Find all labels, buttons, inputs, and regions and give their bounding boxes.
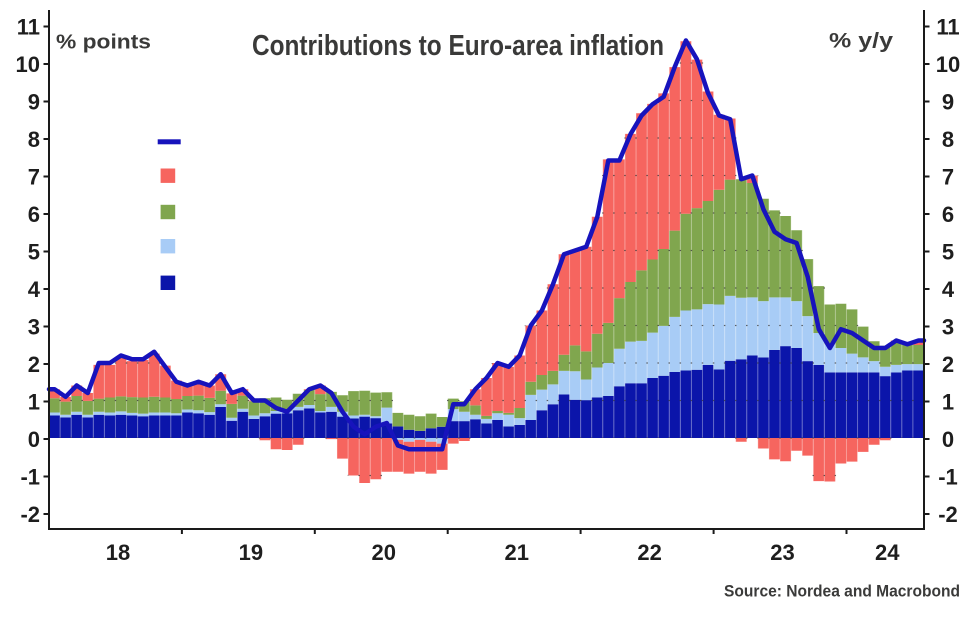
svg-text:23: 23 [770, 540, 794, 565]
svg-text:7: 7 [942, 165, 954, 190]
svg-text:24: 24 [875, 540, 900, 565]
svg-text:22: 22 [637, 540, 661, 565]
svg-text:1: 1 [942, 390, 954, 415]
svg-text:-1: -1 [938, 465, 958, 490]
svg-text:4: 4 [942, 277, 955, 302]
svg-text:% y/y: % y/y [829, 30, 893, 53]
svg-text:-2: -2 [938, 502, 958, 527]
svg-text:4: 4 [28, 277, 41, 302]
svg-text:9: 9 [942, 90, 954, 115]
svg-text:21: 21 [504, 540, 528, 565]
svg-text:9: 9 [28, 90, 40, 115]
svg-text:0: 0 [942, 427, 954, 452]
svg-text:0: 0 [28, 427, 40, 452]
svg-text:-1: -1 [20, 465, 40, 490]
svg-text:18: 18 [106, 540, 130, 565]
svg-text:7: 7 [28, 165, 40, 190]
svg-text:-2: -2 [20, 502, 40, 527]
svg-text:10: 10 [16, 52, 40, 77]
svg-text:20: 20 [372, 540, 396, 565]
svg-text:10: 10 [936, 52, 960, 77]
svg-text:% points: % points [56, 31, 151, 54]
svg-text:2: 2 [942, 352, 954, 377]
svg-text:19: 19 [239, 540, 263, 565]
svg-text:11: 11 [17, 15, 40, 40]
svg-text:6: 6 [28, 202, 40, 227]
svg-text:11: 11 [936, 15, 959, 40]
svg-text:2: 2 [28, 352, 40, 377]
svg-text:3: 3 [28, 315, 40, 340]
svg-text:8: 8 [28, 127, 40, 152]
svg-text:Contributions to Euro-area inf: Contributions to Euro-area inflation [252, 30, 664, 62]
svg-text:8: 8 [942, 127, 954, 152]
svg-text:3: 3 [942, 315, 954, 340]
svg-text:Source: Nordea and Macrobond: Source: Nordea and Macrobond [724, 582, 960, 601]
svg-text:6: 6 [942, 202, 954, 227]
svg-text:1: 1 [28, 390, 40, 415]
svg-text:5: 5 [942, 240, 954, 265]
svg-text:5: 5 [28, 240, 40, 265]
